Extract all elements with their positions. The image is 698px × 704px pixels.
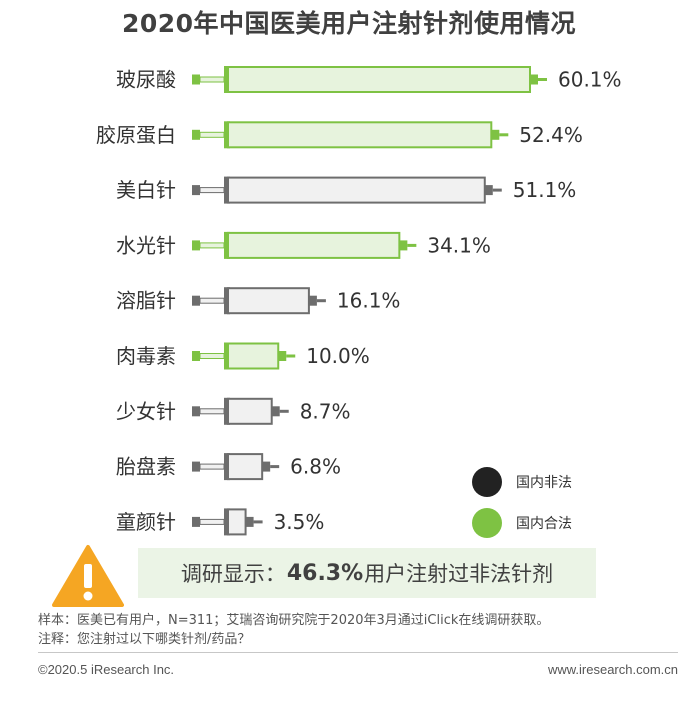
legend-swatch-illegal — [472, 467, 502, 497]
needle-tip — [253, 520, 263, 524]
legend-label-illegal: 国内非法 — [516, 475, 572, 491]
footer-divider — [38, 652, 678, 653]
value-label: 8.7% — [300, 399, 351, 423]
syringe-hub — [484, 185, 493, 196]
syringe-bar — [227, 176, 486, 204]
needle-tip — [492, 188, 502, 192]
syringe-bar-chart: 玻尿酸 60.1% 胶原蛋白 52.4% 美白针 51.1% 水光针 34.1% 溶脂针 16.1… — [96, 66, 622, 536]
needle-tip — [286, 354, 296, 358]
plunger-rod — [199, 242, 225, 249]
value-label: 34.1% — [427, 233, 491, 257]
syringe-hub — [278, 351, 287, 361]
value-label: 51.1% — [513, 178, 577, 202]
barrel-flange — [224, 176, 230, 204]
needle-tip — [316, 299, 326, 303]
plunger-cap — [192, 516, 200, 527]
syringe-hub — [399, 240, 408, 251]
syringe-bar — [227, 453, 264, 481]
sample-note: 样本：医美已有用户，N=311；艾瑞咨询研究院于2020年3月通过iClick在… — [38, 613, 550, 628]
legend-label-legal: 国内合法 — [516, 516, 572, 532]
copyright: ©2020.5 iResearch Inc. — [38, 662, 175, 677]
category-label: 玻尿酸 — [116, 68, 176, 92]
category-label: 胶原蛋白 — [96, 123, 176, 147]
plunger-rod — [199, 463, 225, 470]
plunger-cap — [192, 295, 200, 306]
needle-tip — [279, 409, 289, 413]
plunger-cap — [192, 129, 200, 140]
value-label: 6.8% — [290, 455, 341, 479]
warning-icon — [52, 545, 124, 607]
plunger-cap — [192, 185, 200, 196]
plunger-rod — [199, 131, 225, 138]
syringe-hub — [491, 129, 500, 140]
barrel-flange — [224, 287, 230, 315]
needle-tip — [499, 133, 509, 137]
needle-tip — [407, 243, 417, 247]
callout-suffix: 用户注射过非法针剂 — [364, 562, 554, 586]
value-label: 10.0% — [306, 344, 370, 368]
category-label: 胎盘素 — [116, 455, 176, 479]
needle-tip — [270, 465, 280, 469]
plunger-rod — [199, 408, 225, 415]
syringe-bar — [227, 287, 310, 315]
chart-title: 2020年中国医美用户注射针剂使用情况 — [121, 9, 577, 38]
category-label: 美白针 — [116, 178, 176, 202]
syringe-bar — [227, 66, 531, 93]
plunger-cap — [192, 74, 200, 85]
needle-tip — [538, 78, 547, 81]
plunger-cap — [192, 351, 200, 361]
legend-item-illegal: 国内非法 — [472, 464, 672, 500]
plunger-rod — [199, 297, 225, 304]
syringe-bar — [227, 121, 493, 149]
barrel-flange — [224, 121, 230, 149]
plunger-cap — [192, 461, 200, 472]
plunger-cap — [192, 240, 200, 251]
value-label: 3.5% — [274, 510, 325, 534]
plunger-rod — [199, 353, 225, 359]
syringe-bar — [227, 231, 401, 259]
category-label: 水光针 — [116, 233, 176, 257]
plunger-cap — [192, 406, 200, 417]
question-note: 注释：您注射过以下哪类针剂/药品？ — [38, 632, 251, 647]
category-label: 溶脂针 — [116, 289, 176, 313]
syringe-hub — [271, 406, 280, 417]
legend-swatch-legal — [472, 508, 502, 538]
value-label: 52.4% — [519, 123, 583, 147]
website: www.iresearch.com.cn — [547, 662, 678, 677]
legend-item-legal: 国内合法 — [472, 505, 672, 541]
survey-callout: 调研显示： 46.3% 用户注射过非法针剂 — [138, 548, 596, 598]
plunger-rod — [199, 187, 225, 194]
syringe-hub — [262, 461, 271, 472]
syringe-hub — [245, 516, 254, 527]
value-label: 16.1% — [337, 289, 401, 313]
value-label: 60.1% — [558, 68, 622, 92]
callout-value: 46.3% — [286, 560, 364, 586]
category-label: 少女针 — [116, 399, 176, 423]
callout-prefix: 调研显示： — [180, 562, 286, 586]
syringe-hub — [530, 74, 538, 85]
plunger-rod — [199, 76, 225, 83]
category-label: 肉毒素 — [116, 344, 176, 368]
syringe-bar — [227, 342, 280, 370]
plunger-rod — [199, 518, 225, 525]
category-label: 童颜针 — [116, 510, 176, 534]
syringe-hub — [308, 295, 317, 306]
syringe-bar — [227, 508, 247, 536]
syringe-bar — [227, 397, 273, 425]
notes: 样本：医美已有用户，N=311；艾瑞咨询研究院于2020年3月通过iClick在… — [38, 611, 688, 649]
